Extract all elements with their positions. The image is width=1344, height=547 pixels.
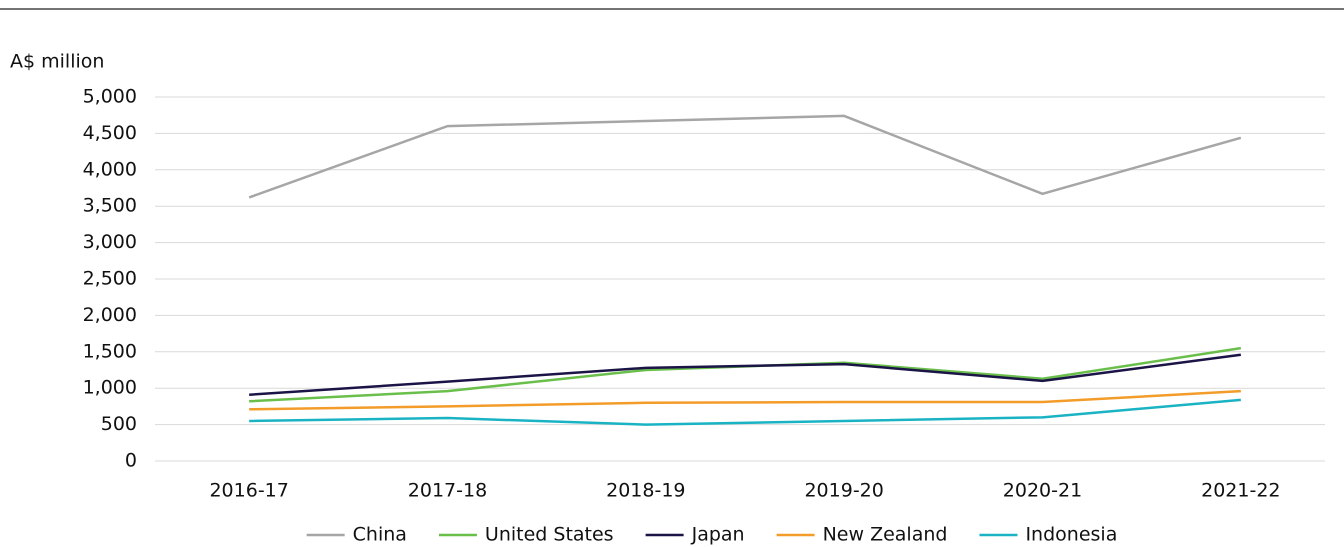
y-tick-label: 3,500 <box>83 195 137 217</box>
x-tick-label: 2018-19 <box>606 480 685 502</box>
y-tick-label: 0 <box>125 450 137 472</box>
x-tick-label: 2019-20 <box>804 480 883 502</box>
legend-label: United States <box>485 524 614 546</box>
series-line <box>249 398 1241 426</box>
legend-label: China <box>353 524 407 546</box>
y-tick-label: 1,000 <box>83 377 137 399</box>
y-tick-label: 3,000 <box>83 231 137 253</box>
y-axis-label: A$ million <box>10 51 104 73</box>
x-tick-label: 2020-21 <box>1003 480 1082 502</box>
series-line <box>248 114 1242 199</box>
y-tick-label: 2,000 <box>83 304 137 326</box>
y-tick-label: 4,000 <box>83 158 137 180</box>
series-line <box>249 353 1241 396</box>
x-tick-label: 2016-17 <box>209 480 288 502</box>
y-tick-label: 4,500 <box>83 122 137 144</box>
legend-label: Indonesia <box>1025 524 1117 546</box>
y-tick-label: 2,500 <box>83 268 137 290</box>
legend-label: Japan <box>691 524 745 546</box>
series-line <box>249 389 1241 411</box>
y-tick-label: 500 <box>101 413 137 435</box>
legend-label: New Zealand <box>823 524 948 546</box>
x-tick-label: 2021-22 <box>1201 480 1280 502</box>
y-tick-label: 1,500 <box>83 340 137 362</box>
x-tick-label: 2017-18 <box>408 480 487 502</box>
y-tick-label: 5,000 <box>83 86 137 108</box>
